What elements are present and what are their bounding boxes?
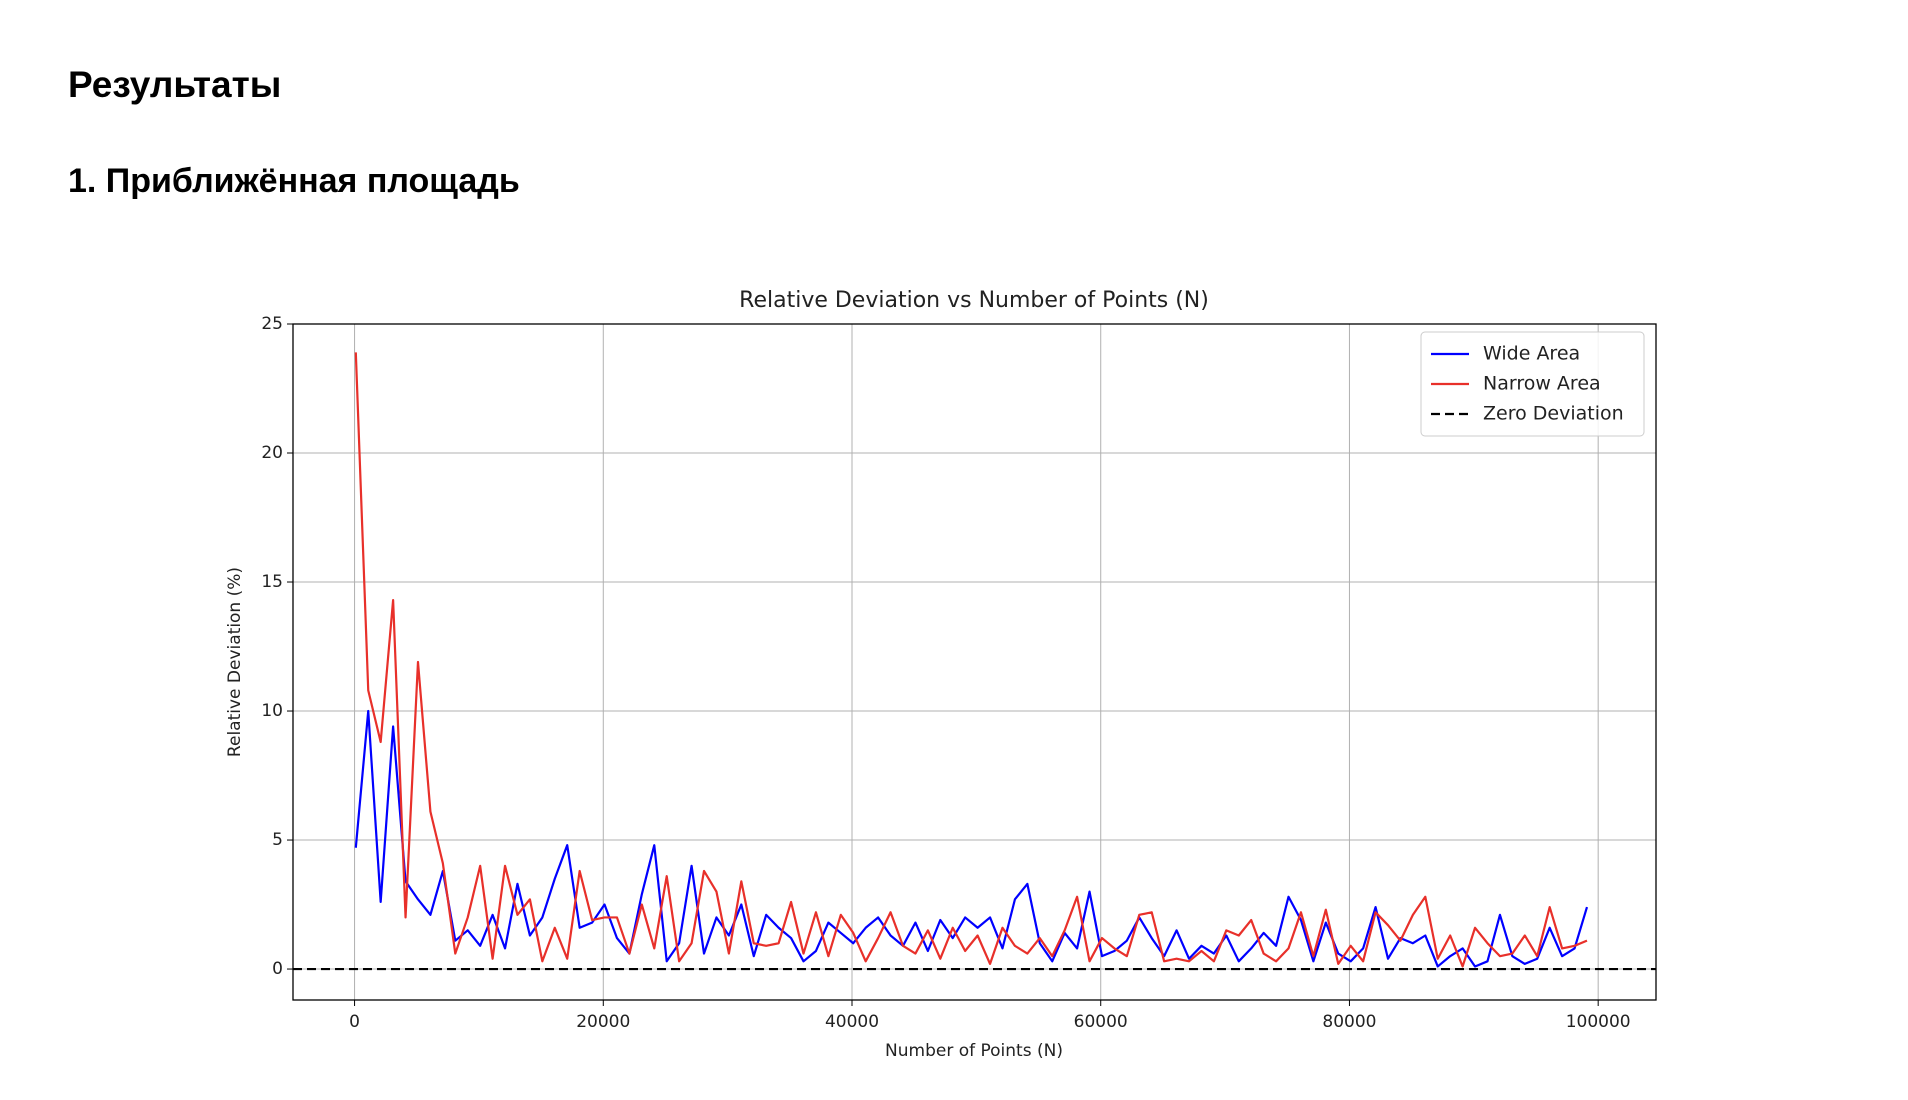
x-tick-label: 100000 xyxy=(1566,1012,1631,1032)
x-axis-label: Number of Points (N) xyxy=(885,1041,1063,1061)
y-tick-label: 15 xyxy=(261,572,283,592)
x-tick-label: 0 xyxy=(349,1012,360,1032)
series-line xyxy=(354,352,1588,968)
heading: Результаты xyxy=(68,64,282,105)
y-tick-label: 10 xyxy=(261,701,283,721)
x-tick-label: 80000 xyxy=(1322,1012,1376,1032)
chart-title: Relative Deviation vs Number of Points (… xyxy=(739,288,1209,313)
series-line xyxy=(354,709,1589,968)
legend-label: Wide Area xyxy=(1483,343,1580,365)
x-tick-label: 60000 xyxy=(1074,1012,1128,1032)
y-tick-label: 5 xyxy=(272,830,283,850)
plot-frame xyxy=(292,323,1657,1001)
legend-label: Zero Deviation xyxy=(1483,403,1624,425)
y-tick-label: 0 xyxy=(272,959,283,979)
legend-box xyxy=(1420,331,1645,437)
x-tick-label: 20000 xyxy=(576,1012,630,1032)
subheading: 1. Приближённая площадь xyxy=(68,162,520,200)
y-tick-label: 20 xyxy=(261,443,283,463)
y-tick-label: 25 xyxy=(261,314,283,334)
legend-label: Narrow Area xyxy=(1483,373,1601,395)
x-tick-label: 40000 xyxy=(825,1012,879,1032)
y-axis-label: Relative Deviation (%) xyxy=(225,567,245,757)
